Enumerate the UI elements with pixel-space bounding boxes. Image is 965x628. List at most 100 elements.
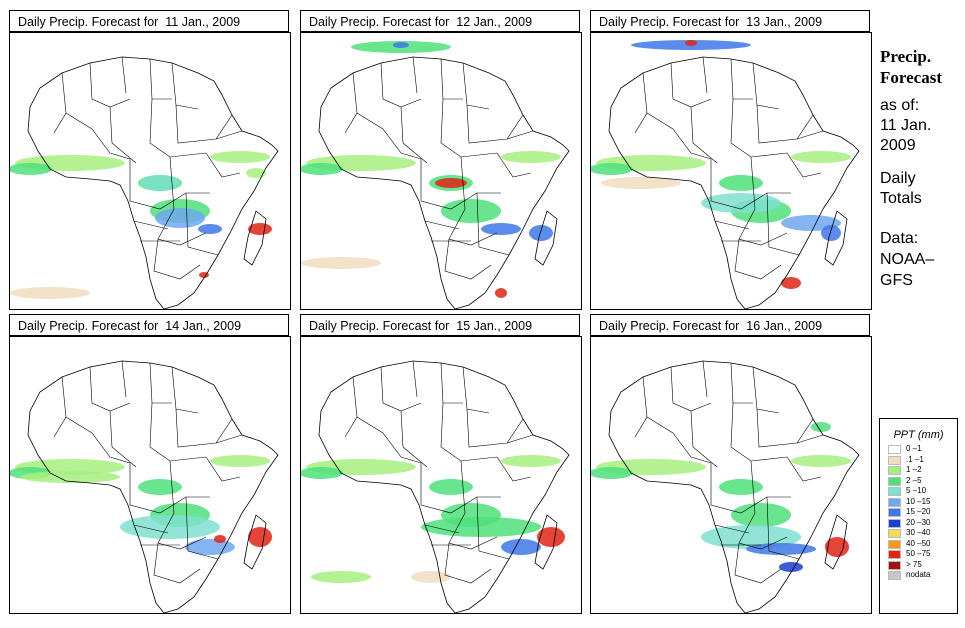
legend-label: 1 –2 <box>906 465 922 474</box>
country-border <box>400 106 428 164</box>
country-border <box>756 104 814 144</box>
country-border <box>65 416 131 464</box>
country-border <box>796 434 824 444</box>
country-border <box>205 456 241 482</box>
legend-label: 0 –1 <box>906 444 922 453</box>
country-border <box>506 434 534 444</box>
precip-area <box>435 178 467 188</box>
country-border <box>185 496 219 560</box>
precip-area <box>20 471 120 483</box>
precip-area <box>246 168 266 178</box>
country-border <box>89 62 131 108</box>
country-border <box>89 366 131 412</box>
precip-area <box>155 208 205 228</box>
precip-area <box>198 224 222 234</box>
country-border <box>670 62 712 108</box>
panel-title: Daily Precip. Forecast for 14 Jan., 2009 <box>9 314 289 336</box>
panel-title: Daily Precip. Forecast for 15 Jan., 2009 <box>300 314 580 336</box>
map-background <box>301 337 581 613</box>
precip-area <box>411 571 451 583</box>
map-background <box>10 33 290 309</box>
legend-item: nodata <box>880 570 957 582</box>
country-border <box>109 410 137 468</box>
precip-area <box>441 199 501 223</box>
forecast-panel-5: Daily Precip. Forecast for 15 Jan., 2009 <box>300 314 582 614</box>
legend-item: .1 –1 <box>880 455 957 467</box>
precip-area <box>393 42 409 48</box>
country-border <box>121 360 127 398</box>
country-border <box>420 159 501 210</box>
precip-area <box>140 175 180 191</box>
country-border <box>786 152 822 178</box>
map-background <box>591 33 871 309</box>
panel-title: Daily Precip. Forecast for 13 Jan., 2009 <box>590 10 870 32</box>
country-border <box>133 524 169 534</box>
country-border <box>710 159 791 210</box>
legend-item: 15 –20 <box>880 507 957 519</box>
legend-item: 10 –15 <box>880 496 957 509</box>
legend-swatch <box>888 476 901 486</box>
panel-title: Daily Precip. Forecast for 12 Jan., 2009 <box>300 10 580 32</box>
forecast-panel-3: Daily Precip. Forecast for 13 Jan., 2009 <box>590 10 872 310</box>
country-border <box>424 524 460 534</box>
precip-legend: PPT (mm) 0 –1.1 –1 1 –2 2 –5 5 –10 10 –15 15 … <box>879 418 958 614</box>
sidebar-data-3: GFS <box>880 272 913 289</box>
legend-item: 30 –40 <box>880 528 957 540</box>
precip-area <box>248 527 272 547</box>
sidebar-date-1: 11 Jan. <box>880 117 932 134</box>
country-border <box>412 360 418 398</box>
precip-area <box>746 543 816 555</box>
country-border <box>646 416 712 464</box>
legend-label: 10 –15 <box>906 496 931 506</box>
sidebar-data-2: NOAA– <box>880 251 935 268</box>
legend-item: 5 –10 <box>880 486 957 498</box>
precip-area <box>529 225 553 241</box>
country-border <box>129 159 210 210</box>
country-border <box>356 112 422 160</box>
sidebar-heading-1: Precip. <box>880 47 932 66</box>
country-border <box>420 463 501 514</box>
precip-area <box>301 163 343 175</box>
country-border <box>766 192 800 256</box>
legend-item: 0 –1 <box>880 444 957 456</box>
country-border <box>149 402 207 462</box>
country-border <box>734 238 782 280</box>
country-border <box>129 463 210 514</box>
country-border <box>65 112 131 160</box>
legend-label: 50 –75 <box>906 549 931 558</box>
country-border <box>356 416 422 464</box>
forecast-panel-1: Daily Precip. Forecast for 11 Jan., 2009 <box>9 10 291 310</box>
africa-coastline <box>608 56 860 309</box>
legend-swatch <box>888 550 901 559</box>
sidebar-data-1: Data: <box>880 230 919 247</box>
country-border <box>175 408 233 448</box>
legend-label: 15 –20 <box>906 507 931 516</box>
country-border <box>215 130 243 140</box>
legend-item: 50 –75 <box>880 549 957 561</box>
panel-title: Daily Precip. Forecast for 16 Jan., 2009 <box>590 314 870 336</box>
africa-coastline <box>27 56 279 309</box>
country-border <box>506 130 534 140</box>
precip-area <box>811 422 831 432</box>
map-background <box>591 337 871 613</box>
precip-map <box>9 32 291 310</box>
country-border <box>714 220 750 230</box>
country-border <box>380 366 422 412</box>
forecast-panel-4: Daily Precip. Forecast for 14 Jan., 2009 <box>9 314 291 614</box>
panel-title: Daily Precip. Forecast for 11 Jan., 2009 <box>9 10 289 32</box>
legend-swatch <box>888 571 901 580</box>
legend-swatch <box>888 497 901 507</box>
precip-area <box>719 479 763 495</box>
country-border <box>730 402 788 462</box>
precip-area <box>779 562 803 572</box>
legend-item: 40 –50 <box>880 539 957 551</box>
legend-label: 5 –10 <box>906 486 927 495</box>
legend-label: 2 –5 <box>906 475 922 485</box>
sidebar-heading-2: Forecast <box>880 68 942 87</box>
madagascar-outline <box>534 514 558 570</box>
legend-swatch <box>888 518 901 528</box>
africa-coastline <box>318 360 570 613</box>
country-border <box>646 112 712 160</box>
country-border <box>444 542 492 584</box>
legend-swatch <box>888 487 901 496</box>
